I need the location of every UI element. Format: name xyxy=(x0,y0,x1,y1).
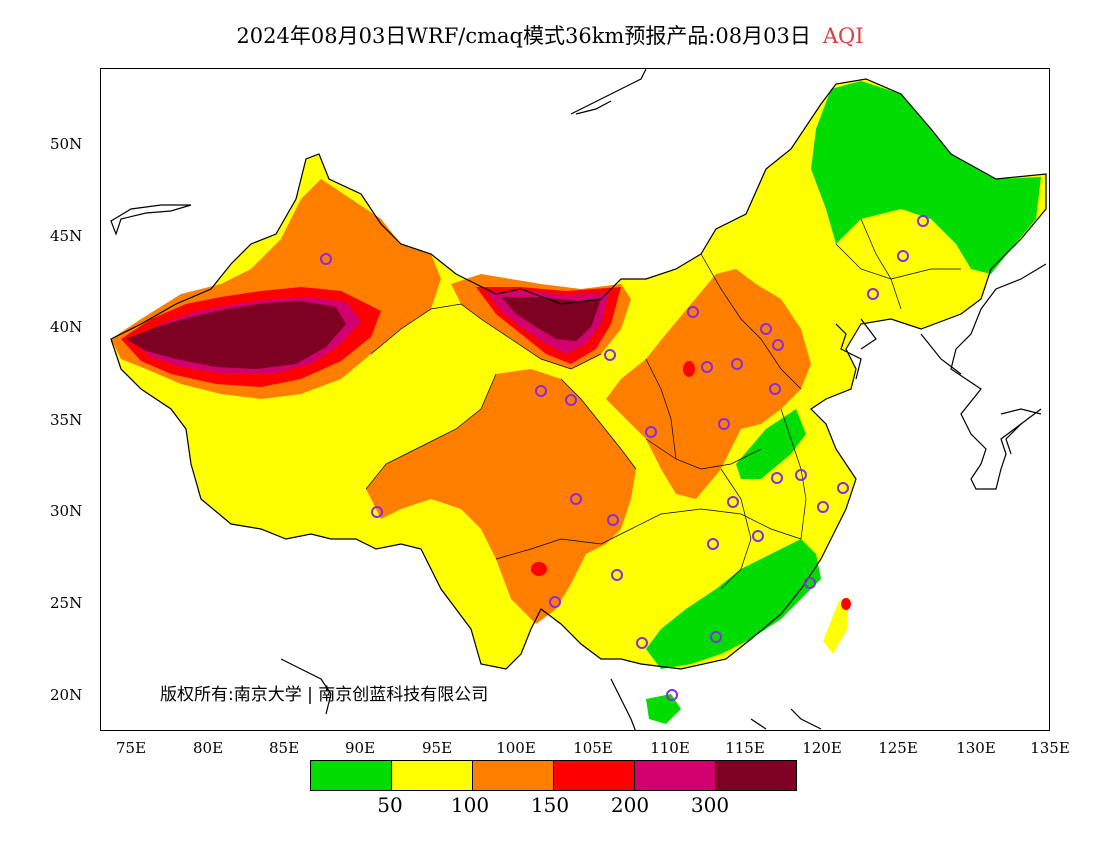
aqi-legend xyxy=(310,760,797,791)
lon-label-115e: 115E xyxy=(725,739,765,757)
lon-label-90e: 90E xyxy=(344,739,376,757)
taiwan-region xyxy=(823,597,849,654)
lon-label-135e: 135E xyxy=(1030,739,1070,757)
east-good xyxy=(736,409,806,479)
southwest-sensitive xyxy=(366,369,636,624)
title-variable: AQI xyxy=(822,24,864,48)
red-spot-north xyxy=(683,361,695,377)
lat-label-45n: 45N xyxy=(50,227,83,245)
china-border xyxy=(110,78,1047,670)
legend-label-300: 300 xyxy=(690,793,730,817)
legend-label-150: 150 xyxy=(530,793,570,817)
legend-swatch-moderate xyxy=(391,761,472,790)
coastlines xyxy=(110,69,1047,730)
lon-label-125e: 125E xyxy=(878,739,918,757)
lon-label-75e: 75E xyxy=(115,739,147,757)
red-spot-taiwan xyxy=(841,598,851,610)
lat-label-30n: 30N xyxy=(50,502,83,520)
red-spot-sichuan xyxy=(531,562,547,576)
lat-label-50n: 50N xyxy=(50,135,83,153)
copyright-text: 版权所有:南京大学 | 南京创蓝科技有限公司 xyxy=(160,685,489,705)
lon-label-130e: 130E xyxy=(956,739,996,757)
lon-label-100e: 100E xyxy=(496,739,536,757)
taklamakan-hazardous xyxy=(126,301,346,369)
legend-label-50: 50 xyxy=(377,793,403,817)
legend-swatch-good xyxy=(311,761,391,790)
lat-label-20n: 20N xyxy=(50,686,83,704)
legend-swatch-sensitive xyxy=(472,761,553,790)
lon-label-105e: 105E xyxy=(573,739,613,757)
hainan-region xyxy=(646,694,681,724)
legend-label-100: 100 xyxy=(450,793,490,817)
legend-label-200: 200 xyxy=(610,793,650,817)
lon-label-80e: 80E xyxy=(192,739,224,757)
aqi-map xyxy=(110,69,1047,730)
map-frame xyxy=(100,68,1050,731)
title-main: 2024年08月03日WRF/cmaq模式36km预报产品:08月03日 xyxy=(236,24,811,48)
lat-label-35n: 35N xyxy=(50,411,83,429)
north-sensitive xyxy=(606,269,811,499)
legend-swatch-very-unhealthy xyxy=(634,761,715,790)
map-title: 2024年08月03日WRF/cmaq模式36km预报产品:08月03日 AQI xyxy=(0,20,1100,50)
northeast-good xyxy=(811,81,1041,274)
southeast-good xyxy=(646,539,821,669)
legend-swatch-unhealthy xyxy=(553,761,634,790)
legend-swatch-hazardous xyxy=(715,761,796,790)
station-markers xyxy=(320,215,929,701)
lon-label-85e: 85E xyxy=(268,739,300,757)
lon-label-110e: 110E xyxy=(650,739,690,757)
alxa-hazardous xyxy=(501,297,601,341)
lon-label-95e: 95E xyxy=(421,739,453,757)
lat-label-25n: 25N xyxy=(50,594,83,612)
province-boundaries xyxy=(365,218,961,590)
lat-label-40n: 40N xyxy=(50,318,83,336)
lon-label-120e: 120E xyxy=(802,739,842,757)
